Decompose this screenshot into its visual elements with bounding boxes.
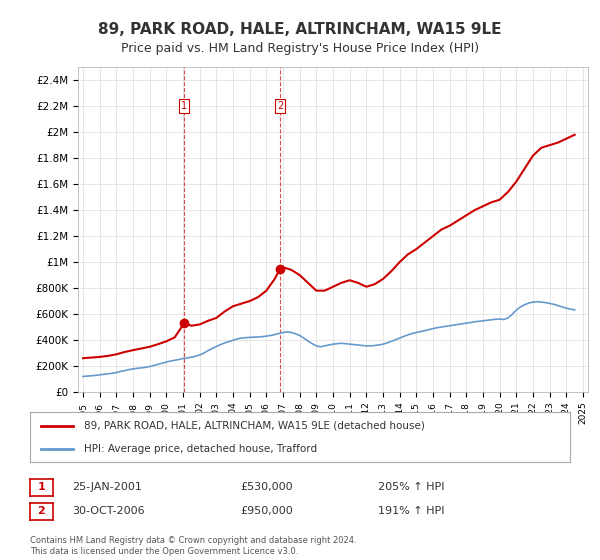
Text: 2: 2 [277,101,283,111]
Text: 89, PARK ROAD, HALE, ALTRINCHAM, WA15 9LE (detached house): 89, PARK ROAD, HALE, ALTRINCHAM, WA15 9L… [84,421,425,431]
Text: 30-OCT-2006: 30-OCT-2006 [72,506,145,516]
Text: 1: 1 [181,101,187,111]
Text: Contains HM Land Registry data © Crown copyright and database right 2024.
This d: Contains HM Land Registry data © Crown c… [30,536,356,556]
Text: 191% ↑ HPI: 191% ↑ HPI [378,506,445,516]
Text: £530,000: £530,000 [240,482,293,492]
Text: Price paid vs. HM Land Registry's House Price Index (HPI): Price paid vs. HM Land Registry's House … [121,42,479,55]
Text: HPI: Average price, detached house, Trafford: HPI: Average price, detached house, Traf… [84,445,317,454]
Text: 2: 2 [38,506,45,516]
Text: £950,000: £950,000 [240,506,293,516]
Text: 205% ↑ HPI: 205% ↑ HPI [378,482,445,492]
Text: 1: 1 [38,482,45,492]
Text: 89, PARK ROAD, HALE, ALTRINCHAM, WA15 9LE: 89, PARK ROAD, HALE, ALTRINCHAM, WA15 9L… [98,22,502,38]
Text: 25-JAN-2001: 25-JAN-2001 [72,482,142,492]
